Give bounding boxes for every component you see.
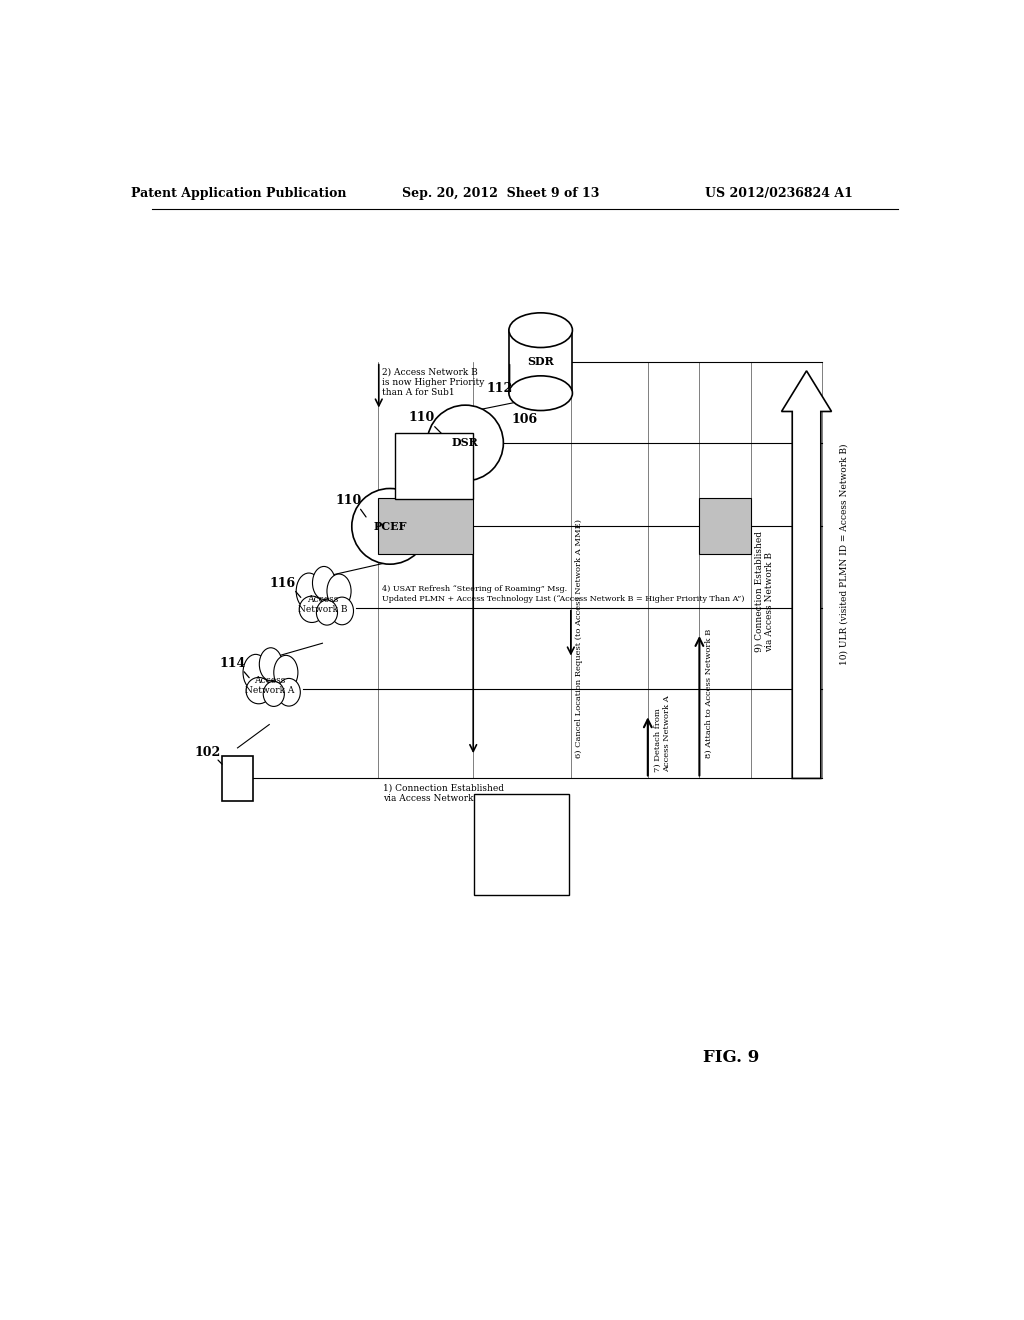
Text: PCEF: PCEF <box>373 521 407 532</box>
Text: 5) Update
Operator
Controlled PLMN
Selector w/ Access
Technology List: 5) Update Operator Controlled PLMN Selec… <box>482 822 561 867</box>
Text: 1) Connection Established
via Access Network A: 1) Connection Established via Access Net… <box>383 784 504 803</box>
Text: US 2012/0236824 A1: US 2012/0236824 A1 <box>705 187 853 201</box>
Text: 3) Make
Steering
Determination: 3) Make Steering Determination <box>400 451 468 480</box>
Bar <box>474 793 569 895</box>
Bar <box>699 499 751 554</box>
Text: 116: 116 <box>269 577 296 590</box>
Text: 10) ULR (visited PLMN ID = Access Network B): 10) ULR (visited PLMN ID = Access Networ… <box>839 444 848 665</box>
Text: 114: 114 <box>219 657 246 671</box>
Ellipse shape <box>316 601 338 626</box>
Ellipse shape <box>263 681 285 706</box>
Text: 102: 102 <box>195 747 220 759</box>
Text: SDR: SDR <box>527 356 554 367</box>
Ellipse shape <box>509 376 572 411</box>
Bar <box>509 330 572 393</box>
Text: DSR: DSR <box>452 437 478 449</box>
Text: FIG. 9: FIG. 9 <box>703 1049 759 1067</box>
Ellipse shape <box>427 405 504 480</box>
Text: 6) Cancel Location Request (to Access Network A MME): 6) Cancel Location Request (to Access Ne… <box>574 519 583 758</box>
Ellipse shape <box>273 655 298 689</box>
Bar <box>222 755 253 801</box>
Ellipse shape <box>509 313 572 347</box>
Text: 112: 112 <box>486 381 513 395</box>
Text: Patent Application Publication: Patent Application Publication <box>131 187 347 201</box>
Text: Sep. 20, 2012  Sheet 9 of 13: Sep. 20, 2012 Sheet 9 of 13 <box>402 187 600 201</box>
Bar <box>378 499 473 554</box>
Text: Access
Network A: Access Network A <box>245 676 294 696</box>
Ellipse shape <box>352 488 428 564</box>
Text: 4) USAT Refresh “Steering of Roaming” Msg.
Updated PLMN + Access Technology List: 4) USAT Refresh “Steering of Roaming” Ms… <box>382 585 744 602</box>
Text: 8) Attach to Access Network B: 8) Attach to Access Network B <box>705 628 713 758</box>
Text: 9) Connection Established
via Access Network B: 9) Connection Established via Access Net… <box>755 532 774 652</box>
Ellipse shape <box>296 573 322 610</box>
Ellipse shape <box>278 678 300 706</box>
Text: 106: 106 <box>512 413 538 426</box>
Ellipse shape <box>299 597 325 623</box>
Text: 2) Access Network B
is now Higher Priority
than A for Sub1: 2) Access Network B is now Higher Priori… <box>382 367 484 397</box>
Text: Access
Network B: Access Network B <box>298 594 347 614</box>
Ellipse shape <box>246 677 271 704</box>
FancyArrow shape <box>781 371 831 779</box>
Ellipse shape <box>243 655 268 690</box>
Text: 110: 110 <box>409 411 435 424</box>
Ellipse shape <box>312 566 336 599</box>
Ellipse shape <box>259 648 283 681</box>
Text: 110: 110 <box>336 495 361 507</box>
Ellipse shape <box>327 574 351 609</box>
Text: 7) Detach from
Access Network A: 7) Detach from Access Network A <box>653 696 671 772</box>
Ellipse shape <box>331 597 353 624</box>
Bar <box>395 433 473 499</box>
